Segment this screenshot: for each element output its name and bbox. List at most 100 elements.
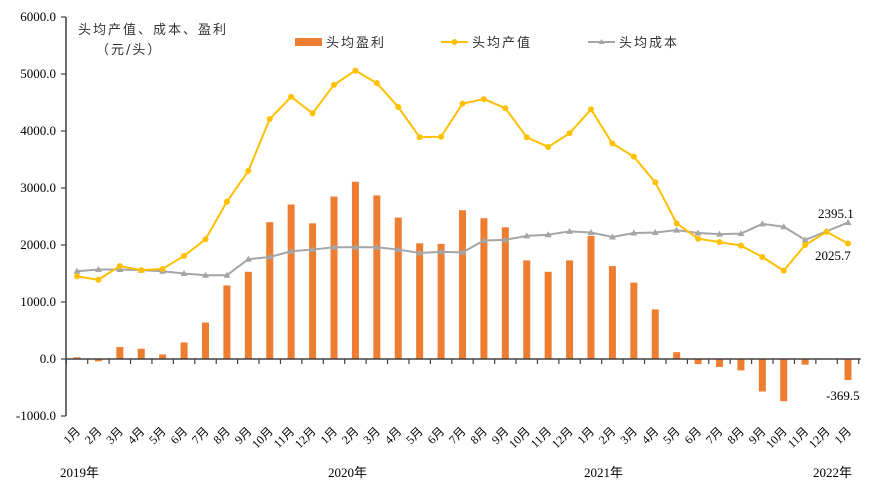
x-tick-label: 12月 <box>292 424 319 451</box>
cost-marker-triangle-icon <box>330 243 338 250</box>
x-tick-label: 4月 <box>639 424 662 447</box>
x-tick-label: 11月 <box>271 424 298 451</box>
output-marker-circle-icon <box>652 179 659 186</box>
profit-bar <box>309 223 317 359</box>
output-marker-circle-icon <box>95 276 102 283</box>
year-label: 2021年 <box>584 465 623 480</box>
cost-marker-triangle-icon <box>737 230 745 237</box>
output-marker-circle-icon <box>181 252 188 259</box>
profit-bar <box>459 210 466 359</box>
x-tick-label: 12月 <box>549 424 576 451</box>
profit-bar <box>566 260 574 359</box>
legend-bar-swatch <box>295 38 322 46</box>
x-tick-label: 1月 <box>831 424 854 447</box>
output-marker-circle-icon <box>138 267 145 274</box>
cost-marker-triangle-icon <box>94 266 102 273</box>
x-tick-label: 10月 <box>506 424 533 451</box>
profit-bar <box>202 322 209 359</box>
profit-bar <box>844 359 852 381</box>
cost-marker-triangle-icon <box>223 271 231 278</box>
output-marker-circle-icon <box>588 106 594 113</box>
output-marker-circle-icon <box>395 104 402 111</box>
output-marker-circle-icon <box>266 116 273 123</box>
output-marker-circle-icon <box>373 80 380 87</box>
profit-bar <box>673 352 681 359</box>
legend-item-output: 头均产值 <box>441 35 530 51</box>
axes <box>61 16 861 417</box>
y-tick-label: -1000.0 <box>16 408 56 423</box>
profit-bar <box>651 309 659 359</box>
profit-bar <box>159 354 167 359</box>
output-marker-circle-icon <box>331 81 337 88</box>
cost-marker-triangle-icon <box>780 223 788 230</box>
profit-bar <box>73 357 81 359</box>
cost-marker-triangle-icon <box>73 267 81 274</box>
x-tick-label: 11月 <box>528 424 555 451</box>
x-tick-label: 7月 <box>189 424 212 447</box>
output-marker-circle-icon <box>845 240 851 247</box>
output-marker-circle-icon <box>630 153 637 160</box>
profit-bar <box>694 359 702 365</box>
annotation-output-last: 2025.7 <box>815 248 851 263</box>
cost-marker-triangle-icon <box>758 220 766 227</box>
output-marker-circle-icon <box>352 67 359 74</box>
legend-item-profit: 头均盈利 <box>295 36 384 51</box>
legend-circle-marker-icon <box>451 39 458 45</box>
output-marker-circle-icon <box>480 96 487 103</box>
profit-bar <box>587 235 595 359</box>
output-marker-circle-icon <box>309 110 316 117</box>
annotation-profit-last: -369.5 <box>826 388 860 403</box>
legend: 头均盈利 头均产值 头均成本 <box>295 35 677 51</box>
cost-marker-triangle-icon <box>651 228 659 235</box>
x-tick-label: 5月 <box>403 424 426 447</box>
cost-marker-triangle-icon <box>373 243 381 250</box>
profit-bar <box>716 359 723 367</box>
y-tick-label: 1000.0 <box>20 294 56 309</box>
profit-bar <box>266 222 274 359</box>
profit-bar <box>137 348 145 359</box>
output-marker-circle-icon <box>695 235 702 242</box>
profit-bar <box>180 342 188 359</box>
output-marker-circle-icon <box>673 220 680 227</box>
x-tick-label: 1月 <box>574 424 597 447</box>
y-tick-label: 5000.0 <box>20 66 56 81</box>
profit-bar <box>351 181 359 359</box>
output-marker-circle-icon <box>202 236 209 243</box>
annotation-cost-last: 2395.1 <box>818 206 854 221</box>
output-marker-circle-icon <box>159 265 166 272</box>
cost-marker-triangle-icon <box>394 246 402 253</box>
x-tick-label: 12月 <box>806 424 833 451</box>
y-axis-title-line1: 头均产值、成本、盈利 <box>78 22 228 38</box>
y-tick-label: 6000.0 <box>20 9 56 24</box>
output-marker-circle-icon <box>802 242 809 248</box>
profit-bar <box>801 359 809 365</box>
cost-marker-triangle-icon <box>459 248 466 255</box>
x-tick-label: 4月 <box>382 424 405 447</box>
profit-bar <box>630 282 638 359</box>
output-marker-circle-icon <box>116 263 123 270</box>
profit-bar <box>394 217 402 359</box>
y-tick-label: 4000.0 <box>20 123 56 138</box>
profit-bars <box>73 181 852 402</box>
x-tick-label: 5月 <box>146 424 169 447</box>
x-tick-label: 10月 <box>763 424 790 451</box>
x-tick-label: 8月 <box>724 424 747 447</box>
x-tick-label: 11月 <box>785 424 812 451</box>
x-tick-label: 2月 <box>82 424 105 447</box>
cost-marker-triangle-icon <box>587 228 595 235</box>
output-marker-circle-icon <box>459 100 466 107</box>
profit-bar <box>437 243 445 359</box>
legend-triangle-marker-icon <box>598 39 605 44</box>
cost-marker-triangle-icon <box>202 271 209 278</box>
y-tick-label: 0.0 <box>40 351 56 366</box>
profit-bar <box>244 271 252 359</box>
profit-bar <box>223 285 231 359</box>
output-marker-circle-icon <box>545 143 552 150</box>
profit-bar <box>116 347 124 359</box>
profit-bar <box>94 359 102 362</box>
cost-marker-triangle-icon <box>844 218 852 225</box>
line-series <box>73 67 852 283</box>
cost-marker-triangle-icon <box>694 229 702 236</box>
x-tick-label: 8月 <box>467 424 490 447</box>
legend-item-cost: 头均成本 <box>588 36 677 51</box>
